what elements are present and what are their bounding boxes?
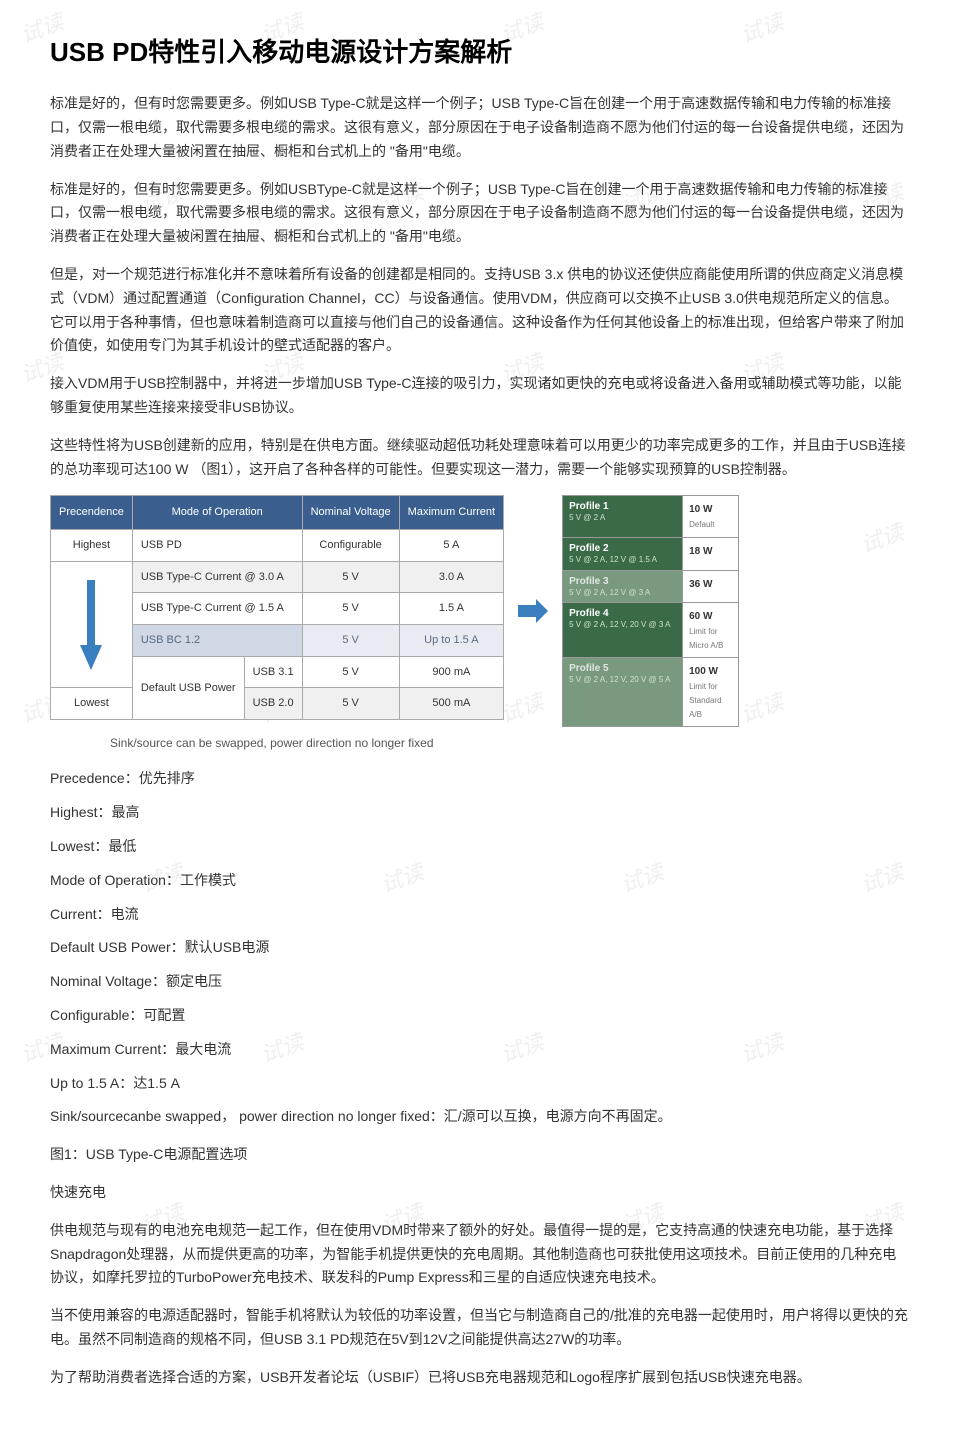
table-cell: 1.5 A [399, 593, 503, 625]
glossary-item: Maximum Current：最大电流 [50, 1038, 910, 1062]
table-header: Maximum Current [399, 496, 503, 530]
table-cell: 900 mA [399, 656, 503, 688]
table-cell: USB 3.1 [244, 656, 302, 688]
watt-note: Limit for Micro A/B [689, 625, 732, 652]
watt-value: 10 W [689, 504, 712, 515]
glossary-item: Precedence：优先排序 [50, 767, 910, 791]
figure-1: Precendence Mode of Operation Nominal Vo… [50, 495, 910, 727]
profile-volt: 5 V @ 2 A, 12 V, 20 V @ 3 A [569, 620, 676, 630]
paragraph: 为了帮助消费者选择合适的方案，USB开发者论坛（USBIF）已将USB充电器规范… [50, 1366, 910, 1390]
table-cell: USB Type-C Current @ 3.0 A [132, 561, 302, 593]
section-heading: 快速充电 [50, 1181, 910, 1205]
precedence-arrow-cell [51, 561, 133, 688]
table-cell: 5 V [302, 688, 399, 720]
table-cell: 3.0 A [399, 561, 503, 593]
profile-name: Profile 2 [569, 543, 608, 554]
glossary-item: Lowest：最低 [50, 835, 910, 859]
paragraph: 但是，对一个规范进行标准化并不意味着所有设备的创建都是相同的。支持USB 3.x… [50, 263, 910, 358]
arrow-down-icon [80, 580, 102, 670]
profiles-table: Profile 1 5 V @ 2 A 10 W Default Profile… [562, 495, 739, 727]
paragraph: 这些特性将为USB创建新的应用，特别是在供电方面。继续驱动超低功耗处理意味着可以… [50, 434, 910, 482]
profile-volt: 5 V @ 2 A, 12 V @ 1.5 A [569, 555, 676, 565]
glossary-item: Up to 1.5 A：达1.5 A [50, 1072, 910, 1096]
watt-value: 60 W [689, 611, 712, 622]
arrow-right-icon [518, 599, 548, 623]
profile-watt: 60 W Limit for Micro A/B [683, 603, 739, 658]
figure-caption: Sink/source can be swapped, power direct… [50, 733, 910, 753]
paragraph: 供电规范与现有的电池充电规范一起工作，但在使用VDM时带来了额外的好处。最值得一… [50, 1219, 910, 1290]
profile-name: Profile 5 [569, 663, 608, 674]
table-cell: 5 V [302, 656, 399, 688]
paragraph: 标准是好的，但有时您需要更多。例如USBType-C就是这样一个例子；USB T… [50, 178, 910, 249]
profile-name: Profile 3 [569, 576, 608, 587]
table-cell: Configurable [302, 530, 399, 562]
profile-volt: 5 V @ 2 A, 12 V, 20 V @ 5 A [569, 675, 676, 685]
profile-volt: 5 V @ 2 A [569, 513, 676, 523]
table-cell: USB PD [132, 530, 302, 562]
profile-cell: Profile 1 5 V @ 2 A [563, 496, 683, 538]
profile-watt: 18 W [683, 537, 739, 570]
profile-watt: 100 W Limit for Standard A/B [683, 658, 739, 727]
paragraph: 当不使用兼容的电源适配器时，智能手机将默认为较低的功率设置，但当它与制造商自己的… [50, 1304, 910, 1352]
glossary-item: Mode of Operation：工作模式 [50, 869, 910, 893]
watt-note: Limit for Standard A/B [689, 680, 732, 721]
glossary-item: Default USB Power：默认USB电源 [50, 936, 910, 960]
glossary-item: Sink/sourcecanbe swapped， power directio… [50, 1105, 910, 1129]
precedence-table: Precendence Mode of Operation Nominal Vo… [50, 495, 504, 720]
profile-cell: Profile 2 5 V @ 2 A, 12 V @ 1.5 A [563, 537, 683, 570]
table-header: Nominal Voltage [302, 496, 399, 530]
profile-watt: 36 W [683, 570, 739, 603]
table-cell: 5 V [302, 625, 399, 657]
profile-cell: Profile 4 5 V @ 2 A, 12 V, 20 V @ 3 A [563, 603, 683, 658]
table-header: Precendence [51, 496, 133, 530]
profile-watt: 10 W Default [683, 496, 739, 538]
table-cell: Highest [51, 530, 133, 562]
glossary-list: Precedence：优先排序 Highest：最高 Lowest：最低 Mod… [50, 767, 910, 1129]
table-cell: USB 2.0 [244, 688, 302, 720]
profile-name: Profile 4 [569, 608, 608, 619]
glossary-item: Nominal Voltage：额定电压 [50, 970, 910, 994]
glossary-item: Configurable：可配置 [50, 1004, 910, 1028]
table-cell: Lowest [51, 688, 133, 720]
paragraph: 接入VDM用于USB控制器中，并将进一步增加USB Type-C连接的吸引力，实… [50, 372, 910, 420]
profile-cell: Profile 3 5 V @ 2 A, 12 V @ 3 A [563, 570, 683, 603]
page-title: USB PD特性引入移动电源设计方案解析 [50, 30, 910, 74]
glossary-item: Highest：最高 [50, 801, 910, 825]
watt-value: 100 W [689, 666, 718, 677]
paragraph: 标准是好的，但有时您需要更多。例如USB Type-C就是这样一个例子；USB … [50, 92, 910, 163]
profile-cell: Profile 5 5 V @ 2 A, 12 V, 20 V @ 5 A [563, 658, 683, 727]
figure-label: 图1：USB Type-C电源配置选项 [50, 1143, 910, 1167]
profile-name: Profile 1 [569, 501, 608, 512]
table-cell: USB BC 1.2 [132, 625, 302, 657]
glossary-item: Current：电流 [50, 903, 910, 927]
table-cell: 5 V [302, 593, 399, 625]
watt-note: Default [689, 518, 732, 532]
table-cell: 5 V [302, 561, 399, 593]
profile-volt: 5 V @ 2 A, 12 V @ 3 A [569, 588, 676, 598]
table-cell: Default USB Power [132, 656, 244, 719]
table-cell: 500 mA [399, 688, 503, 720]
table-cell: Up to 1.5 A [399, 625, 503, 657]
table-cell: USB Type-C Current @ 1.5 A [132, 593, 302, 625]
table-header: Mode of Operation [132, 496, 302, 530]
table-cell: 5 A [399, 530, 503, 562]
